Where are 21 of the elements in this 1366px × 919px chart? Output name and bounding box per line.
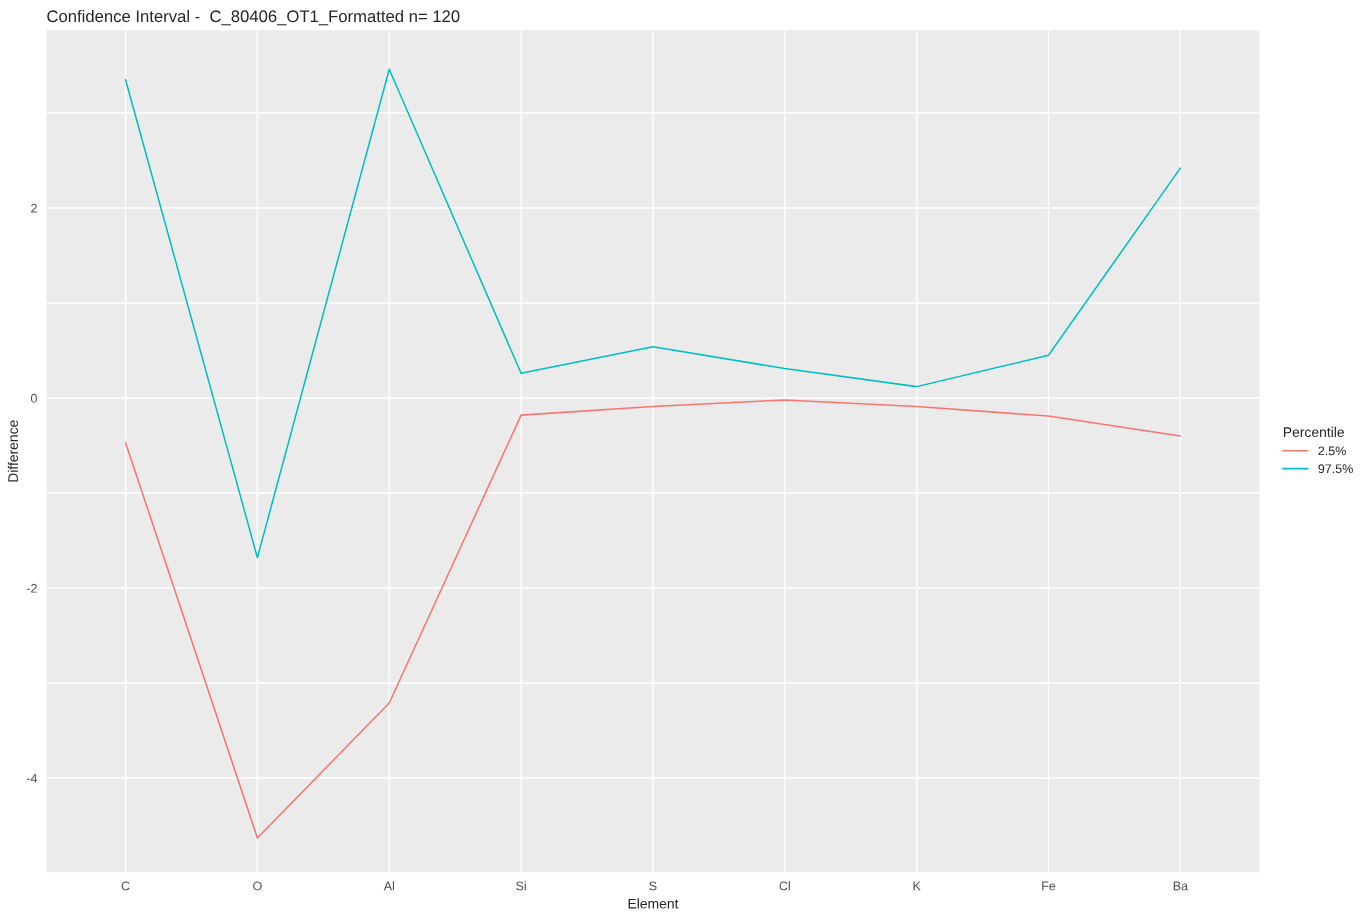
legend-title: Percentile — [1283, 426, 1344, 438]
line-series — [124, 399, 1182, 839]
y-axis-title: Difference — [7, 420, 18, 482]
y-tick-label: -4 — [26, 774, 38, 783]
legend-label: 2.5% — [1318, 446, 1346, 456]
x-tick-label: S — [649, 881, 657, 891]
line-series — [124, 68, 1182, 559]
x-tick-label: C — [121, 881, 130, 891]
chart-title: Confidence Interval - C_80406_OT1_Formatted n= 120 — [47, 9, 460, 26]
x-tick-label: Al — [383, 881, 394, 891]
x-tick-label: Ba — [1173, 881, 1188, 891]
x-tick-label: Cl — [779, 881, 790, 891]
x-tick-label: K — [913, 881, 921, 891]
y-tick-label: 2 — [31, 203, 37, 213]
x-tick-label: Fe — [1042, 881, 1056, 891]
x-tick-label: O — [253, 881, 262, 891]
x-tick-label: Si — [516, 881, 526, 891]
y-tick-label: 0 — [30, 393, 37, 403]
x-axis-title: Element — [628, 898, 679, 909]
legend-label: 97.5% — [1318, 464, 1353, 474]
y-tick-label: -2 — [26, 583, 37, 593]
